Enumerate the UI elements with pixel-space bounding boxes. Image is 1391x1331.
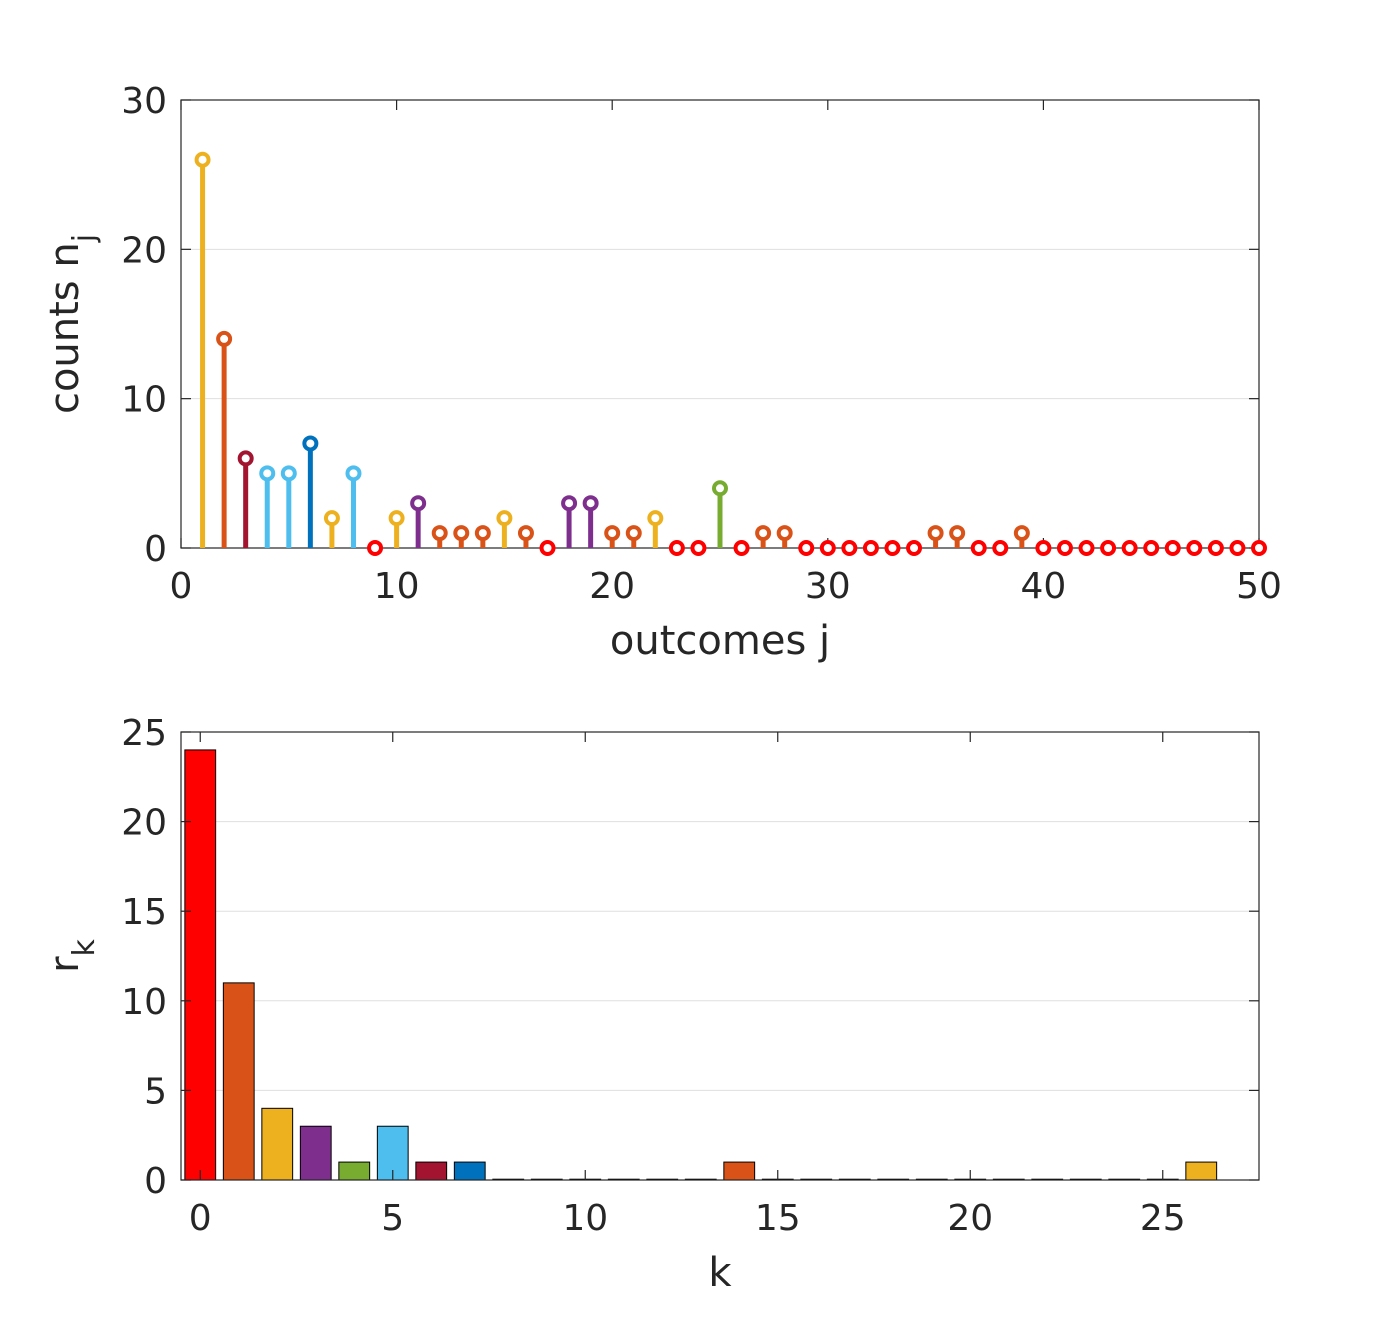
bar (723, 1161, 756, 1181)
stem-marker (733, 540, 750, 556)
stem-marker (862, 540, 879, 556)
bar (338, 1161, 371, 1181)
stem-chart-counts: 0 10 20 30 0 10 20 30 40 50 outcomes j counts nj (42, 81, 1282, 664)
stem-marker (1164, 540, 1181, 556)
stem-marker (1207, 540, 1224, 556)
top-ticks: 0 10 20 30 0 10 20 30 40 50 (121, 81, 1282, 607)
bottom-ytick-label: 10 (121, 982, 167, 1023)
stem-marker (517, 525, 534, 542)
top-xtick-label: 20 (589, 566, 635, 607)
stem-marker (604, 525, 621, 542)
stem-marker (819, 540, 836, 556)
bottom-gridlines (181, 821, 1259, 1091)
bottom-ytick-label: 20 (121, 803, 167, 844)
bottom-xtick-label: 0 (189, 1198, 212, 1239)
stem-marker (884, 540, 901, 556)
stem-marker (453, 525, 470, 542)
stem-marker (1121, 540, 1138, 556)
bottom-bars (184, 749, 1218, 1181)
stem-marker (1229, 540, 1246, 556)
stem-marker (194, 151, 211, 168)
top-gridlines (181, 248, 1259, 400)
stem-marker (668, 540, 685, 556)
bottom-ytick-label: 5 (144, 1071, 167, 1112)
bottom-xtick-label: 15 (755, 1198, 801, 1239)
stem-marker (1056, 540, 1073, 556)
bottom-y-axis-label: rk (42, 938, 102, 972)
stem-marker (302, 435, 319, 452)
stem-marker (970, 540, 987, 556)
stem-marker (1143, 540, 1160, 556)
top-ytick-label: 20 (121, 230, 167, 271)
top-xtick-label: 30 (805, 566, 851, 607)
bar (299, 1125, 332, 1181)
bottom-xtick-label: 5 (381, 1198, 404, 1239)
stem-marker (259, 465, 276, 482)
top-ytick-label: 10 (121, 380, 167, 421)
stem-marker (216, 330, 233, 347)
bottom-ytick-label: 0 (144, 1161, 167, 1202)
stem-marker (841, 540, 858, 556)
stem-marker (582, 495, 599, 512)
stem-marker (625, 525, 642, 542)
top-y-axis-label-main: counts n (42, 242, 88, 414)
stem-marker (1013, 525, 1030, 542)
stem-marker (1078, 540, 1095, 556)
stem-marker (690, 540, 707, 556)
stem-marker (1186, 540, 1203, 556)
stem-marker (949, 525, 966, 542)
bottom-y-axis-label-subscript: k (67, 938, 102, 956)
bottom-y-axis-label-main: r (42, 956, 88, 973)
bottom-ytick-label: 25 (121, 713, 167, 754)
bottom-xtick-label: 10 (562, 1198, 608, 1239)
stem-marker (345, 465, 362, 482)
bar (222, 982, 255, 1181)
top-xtick-label: 0 (170, 566, 193, 607)
stem-marker (237, 450, 254, 467)
bottom-ticks: 0 5 10 15 20 25 0 5 10 15 20 25 (121, 713, 1259, 1239)
bar (184, 749, 217, 1181)
top-xtick-label: 40 (1020, 566, 1066, 607)
top-y-axis-label: counts nj (42, 234, 102, 414)
bar (1185, 1161, 1218, 1181)
stem-marker (539, 540, 556, 556)
bottom-xtick-label: 20 (947, 1198, 993, 1239)
bottom-ytick-label: 15 (121, 892, 167, 933)
stem-marker (712, 480, 728, 497)
stem-marker (906, 540, 923, 556)
stem-marker (1100, 540, 1117, 556)
stem-marker (755, 525, 772, 542)
stem-marker (388, 510, 405, 527)
stem-marker (431, 525, 448, 542)
stem-marker (927, 525, 944, 542)
stem-marker (798, 540, 815, 556)
top-ytick-label: 30 (121, 81, 167, 122)
top-ytick-label: 0 (144, 529, 167, 570)
top-stems (194, 151, 1267, 556)
bottom-xtick-label: 25 (1140, 1198, 1186, 1239)
stem-marker (367, 540, 384, 556)
bar (453, 1161, 486, 1181)
stem-marker (992, 540, 1009, 556)
top-y-axis-label-subscript: j (67, 234, 102, 243)
stem-marker (474, 525, 491, 542)
top-xtick-label: 50 (1236, 566, 1282, 607)
bottom-x-axis-label: k (708, 1250, 732, 1296)
stem-marker (561, 495, 578, 512)
stem-marker (496, 510, 513, 527)
stem-marker (410, 495, 427, 512)
top-x-axis-label: outcomes j (610, 618, 830, 664)
stem-marker (776, 525, 793, 542)
top-xtick-label: 10 (374, 566, 420, 607)
bottom-axes-box (180, 731, 1260, 1181)
stem-marker (280, 465, 297, 482)
bar (415, 1161, 448, 1181)
stem-marker (1035, 540, 1052, 556)
bar (261, 1107, 294, 1181)
stem-marker (1251, 540, 1267, 556)
stem-marker (323, 510, 340, 527)
stem-marker (647, 510, 664, 527)
